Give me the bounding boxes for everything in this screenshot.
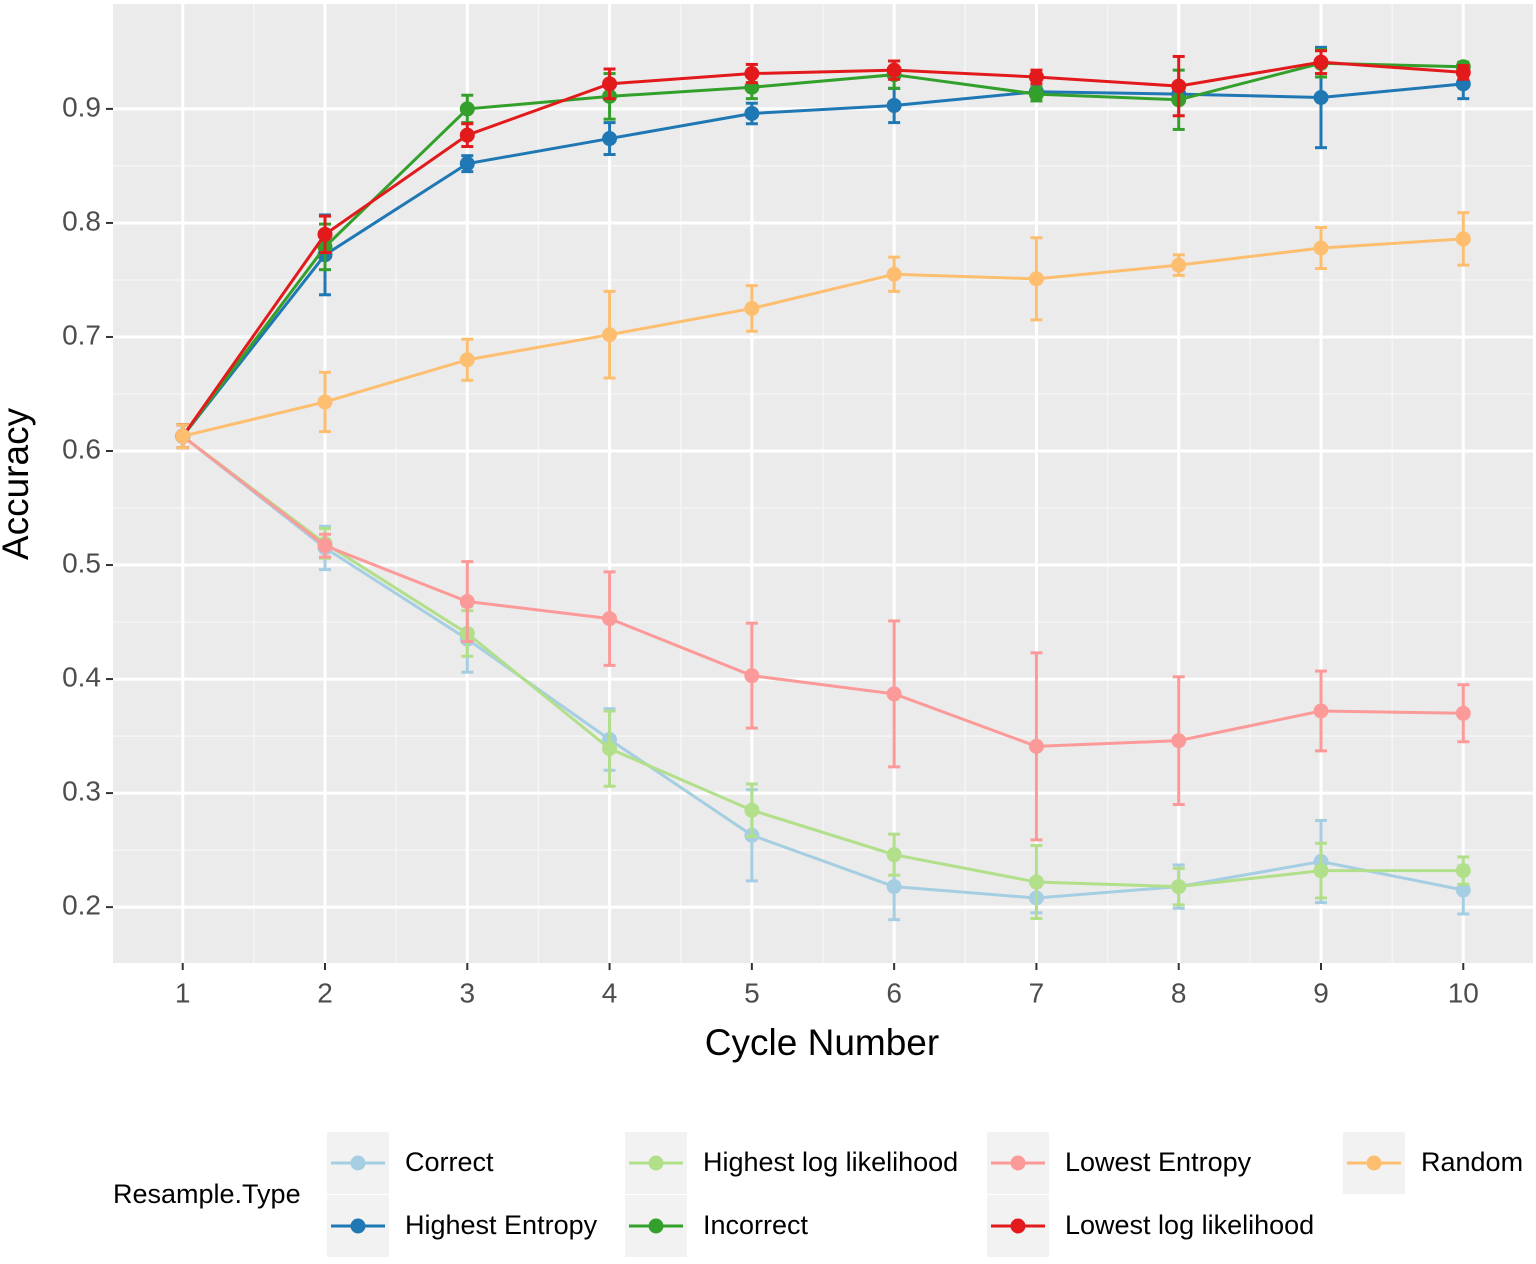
y-tick-label: 0.5 [62, 547, 101, 578]
x-tick-label: 8 [1171, 977, 1187, 1008]
x-tick-label: 3 [459, 977, 475, 1008]
point [1028, 69, 1044, 85]
series-line [181, 434, 1464, 889]
point [886, 97, 902, 113]
point [1313, 90, 1329, 106]
point [317, 226, 333, 242]
point [175, 428, 191, 444]
legend-point [350, 1218, 366, 1234]
legend-label: Highest log likelihood [703, 1147, 958, 1177]
x-tick-label: 9 [1313, 977, 1329, 1008]
point [1171, 78, 1187, 94]
point [459, 101, 475, 117]
point [886, 879, 902, 895]
series-line [182, 237, 1464, 438]
x-tick-label: 1 [175, 977, 191, 1008]
x-tick-label: 6 [886, 977, 902, 1008]
legend-label: Incorrect [703, 1210, 809, 1240]
series-line [181, 434, 1464, 748]
x-tick-label: 5 [744, 977, 760, 1008]
legend-point [648, 1155, 664, 1171]
point [602, 76, 618, 92]
x-tick-label: 4 [602, 977, 618, 1008]
point [1313, 54, 1329, 70]
legend-label: Lowest Entropy [1065, 1147, 1252, 1177]
point [744, 105, 760, 121]
point [459, 156, 475, 172]
point [1313, 703, 1329, 719]
point [1455, 231, 1471, 247]
x-tick-label: 7 [1029, 977, 1045, 1008]
point [1313, 863, 1329, 879]
point [1313, 240, 1329, 256]
series-line [181, 434, 1464, 900]
point [744, 300, 760, 316]
legend-point [648, 1218, 664, 1234]
legend-title: Resample.Type [113, 1179, 301, 1209]
x-tick-label: 10 [1448, 977, 1479, 1008]
point [602, 131, 618, 147]
y-tick-label: 0.2 [62, 890, 101, 921]
point [744, 668, 760, 684]
point [602, 741, 618, 757]
legend-label: Correct [405, 1147, 494, 1177]
point [1028, 874, 1044, 890]
point [459, 594, 475, 610]
y-tick-label: 0.6 [62, 433, 101, 464]
y-tick-label: 0.8 [62, 205, 101, 236]
legend-point [1010, 1155, 1026, 1171]
x-axis-title: Cycle Number [705, 1022, 939, 1063]
point [1171, 733, 1187, 749]
point [317, 538, 333, 554]
point [744, 802, 760, 818]
y-tick-label: 0.4 [62, 661, 101, 692]
legend-label: Lowest log likelihood [1065, 1210, 1314, 1240]
point [886, 62, 902, 78]
point [886, 686, 902, 702]
y-tick-label: 0.9 [62, 91, 101, 122]
series-line [181, 61, 1464, 438]
point [744, 66, 760, 82]
point [1455, 882, 1471, 898]
point [1028, 86, 1044, 102]
legend-point [1366, 1155, 1382, 1171]
point [886, 266, 902, 282]
series-line [181, 82, 1464, 438]
point [1455, 863, 1471, 879]
legend-label: Random [1421, 1147, 1523, 1177]
point [317, 394, 333, 410]
point [602, 327, 618, 343]
point [1028, 738, 1044, 754]
point [602, 611, 618, 627]
y-tick-label: 0.7 [62, 319, 101, 350]
legend-point [350, 1155, 366, 1171]
legend-point [1010, 1218, 1026, 1234]
point [1028, 271, 1044, 287]
y-tick-label: 0.3 [62, 775, 101, 806]
y-axis-title: Accuracy [0, 407, 36, 560]
series-line [181, 60, 1464, 438]
legend-label: Highest Entropy [405, 1210, 598, 1240]
point [1455, 705, 1471, 721]
point [459, 127, 475, 143]
point [886, 847, 902, 863]
point [459, 352, 475, 368]
point [1455, 64, 1471, 80]
point [1171, 257, 1187, 273]
x-tick-label: 2 [317, 977, 333, 1008]
point [1171, 879, 1187, 895]
